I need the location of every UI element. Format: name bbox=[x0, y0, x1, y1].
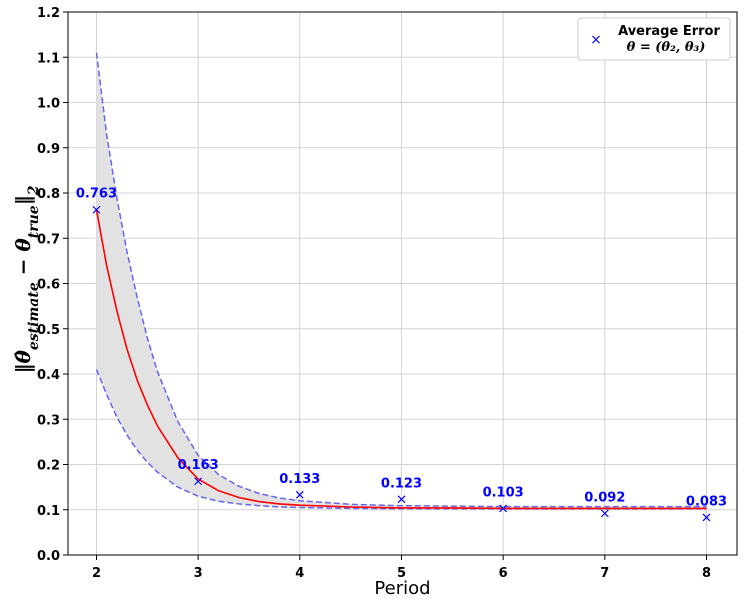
data-point-stroke bbox=[194, 477, 203, 486]
x-tick-label: 2 bbox=[92, 566, 101, 581]
data-point-stroke bbox=[295, 490, 304, 499]
data-point-stroke bbox=[397, 495, 406, 504]
fit-curve-group bbox=[95, 209, 707, 510]
data-point bbox=[295, 490, 304, 499]
ylabel-true-symbol: θ bbox=[11, 238, 35, 252]
x-axis-ticks: 2 3 4 5 6 7 8 bbox=[92, 555, 711, 581]
data-label: 0.123 bbox=[381, 476, 422, 491]
y-axis-label: ‖θ̂estimate − θtrue‖2 bbox=[11, 185, 42, 373]
ylabel-estimate-symbol: θ̂ bbox=[11, 349, 35, 363]
y-tick-label: 0.9 bbox=[37, 142, 60, 157]
ylabel-estimate-sub: estimate bbox=[26, 282, 42, 350]
y-tick-label: 0.3 bbox=[37, 413, 60, 428]
legend-label: Average Error bbox=[618, 24, 720, 39]
data-point-stroke bbox=[92, 205, 101, 214]
legend-sublabel: θ = (θ₂, θ₃) bbox=[627, 40, 706, 55]
data-point bbox=[600, 509, 609, 518]
y-tick-label: 1.0 bbox=[37, 97, 60, 112]
y-tick-label: 0.1 bbox=[37, 504, 60, 519]
data-points bbox=[92, 205, 711, 522]
x-tick-label: 4 bbox=[295, 566, 304, 581]
ylabel-norm-close: ‖ bbox=[11, 195, 35, 205]
band-upper-line bbox=[95, 52, 707, 508]
x-tick-label: 5 bbox=[397, 566, 406, 581]
y-tick-label: 0.8 bbox=[37, 187, 60, 202]
data-point bbox=[92, 205, 101, 214]
y-tick-label: 0.7 bbox=[37, 232, 60, 247]
y-tick-label: 0.6 bbox=[37, 278, 60, 293]
y-tick-label: 0.2 bbox=[37, 459, 60, 474]
data-labels: 0.763 0.163 0.133 0.123 0.103 0.092 0.083 bbox=[76, 187, 727, 510]
legend-box bbox=[577, 17, 731, 61]
fit-curve bbox=[95, 209, 707, 510]
band-fill bbox=[96, 52, 707, 509]
data-label: 0.163 bbox=[178, 458, 219, 473]
y-tick-label: 0.4 bbox=[37, 368, 60, 383]
data-label: 0.092 bbox=[584, 490, 625, 505]
data-point bbox=[702, 513, 711, 522]
data-point bbox=[397, 495, 406, 504]
legend-marker-icon: × bbox=[590, 32, 602, 48]
legend: × Average Error θ = (θ₂, θ₃) bbox=[577, 17, 731, 61]
x-tick-label: 7 bbox=[600, 566, 609, 581]
x-axis-label: Period bbox=[374, 578, 430, 599]
data-point-stroke bbox=[600, 509, 609, 518]
ylabel-true-sub: true bbox=[26, 205, 42, 238]
data-point-stroke bbox=[499, 504, 508, 513]
ylabel-norm-sub: 2 bbox=[26, 185, 42, 196]
data-label: 0.763 bbox=[76, 187, 117, 202]
data-label: 0.103 bbox=[483, 485, 524, 500]
x-tick-label: 6 bbox=[499, 566, 508, 581]
data-point bbox=[194, 477, 203, 486]
data-label: 0.133 bbox=[279, 472, 320, 487]
ylabel-minus: − bbox=[11, 252, 35, 283]
grid-lines bbox=[68, 11, 737, 556]
y-tick-label: 0.5 bbox=[37, 323, 60, 338]
y-axis-ticks: 0.0 0.1 0.2 0.3 0.4 0.5 0.6 0.7 0.8 0.9 1.0 1.1 1.2 bbox=[37, 6, 68, 564]
ylabel-norm-open: ‖ bbox=[11, 363, 35, 373]
data-point-stroke bbox=[702, 513, 711, 522]
x-tick-label: 8 bbox=[702, 566, 711, 581]
data-point bbox=[499, 504, 508, 513]
y-tick-label: 1.2 bbox=[37, 6, 60, 21]
x-tick-label: 3 bbox=[194, 566, 203, 581]
y-tick-label: 0.0 bbox=[37, 549, 60, 564]
y-tick-label: 1.1 bbox=[37, 51, 60, 66]
data-label: 0.083 bbox=[686, 494, 727, 509]
